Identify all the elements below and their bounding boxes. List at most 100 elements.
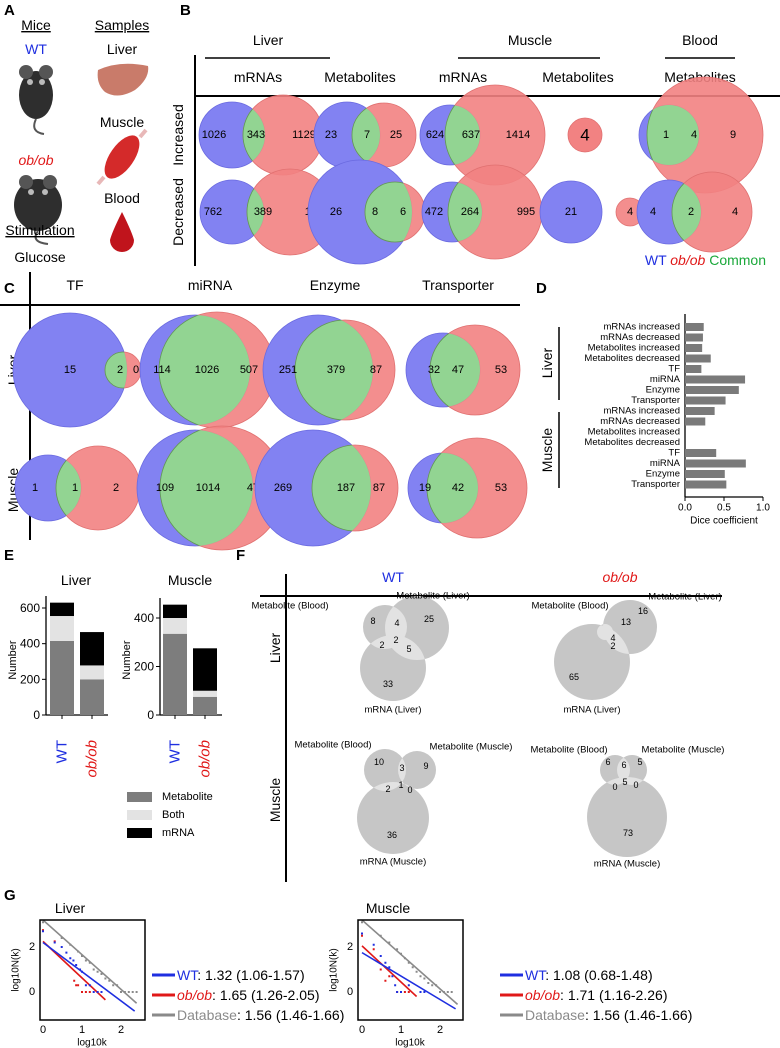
y-axis-label: Number xyxy=(7,640,19,679)
exponent-value: 1.65 xyxy=(220,987,247,1003)
data-point xyxy=(88,991,91,993)
panel-e-stacked-bars: Liver 0 200 400 600 Number WT ob/ob Muscle 0 200 40… xyxy=(7,572,222,839)
legend-swatch xyxy=(127,810,152,820)
set-label: mRNA (Liver) xyxy=(364,705,421,716)
venn-diagram: 23 7 25 xyxy=(313,101,417,169)
set-overlap xyxy=(385,635,426,660)
data-point xyxy=(391,975,394,978)
venn-diagram: 472 264 995 xyxy=(421,164,543,260)
mrna-circle xyxy=(357,782,429,854)
data-point xyxy=(77,984,80,987)
stimulation-heading: Stimulation xyxy=(5,222,74,238)
series-name: ob/ob xyxy=(525,987,560,1003)
venn-count: 379 xyxy=(327,364,345,376)
plot-frame xyxy=(39,919,146,1021)
x-tick-label: WT xyxy=(167,740,184,763)
category-label: TF xyxy=(668,448,680,459)
fit-line xyxy=(42,920,138,1004)
venn-count: 2 xyxy=(117,364,123,376)
legend-label: Metabolite xyxy=(162,791,213,803)
venn-count: 762 xyxy=(204,206,222,218)
series-name: Database xyxy=(177,1007,237,1023)
degree-plot-muscle: Muscle 0 1 2 0 2 log10k log10N(k) WT: 1.08 (0.68… xyxy=(329,900,693,1048)
panel-letter-f: F xyxy=(236,547,245,564)
venn-diagram: 1 1 2 xyxy=(14,445,141,531)
data-point xyxy=(450,991,453,993)
data-point xyxy=(400,991,402,993)
separator: : xyxy=(237,1007,245,1023)
venn-count: 995 xyxy=(517,206,535,218)
sample-blood-label: Blood xyxy=(104,190,140,206)
stacked-bar-segment-mrna xyxy=(163,604,187,618)
exponent-value: 1.32 xyxy=(205,967,232,983)
paren-close: ) xyxy=(300,967,305,983)
venn-count: 4 xyxy=(627,206,633,218)
venn-count: 109 xyxy=(156,482,174,494)
series-name: Database xyxy=(525,1007,585,1023)
data-point xyxy=(427,982,430,984)
dice-bar xyxy=(685,459,746,468)
dice-bar xyxy=(685,470,725,478)
common-intersection xyxy=(159,430,253,546)
venn-diagram: 269 187 87 xyxy=(254,429,399,547)
panel-b: Liver Muscle Blood mRNAs Metabolites mRN… xyxy=(170,32,780,268)
data-point xyxy=(388,941,391,944)
panel-a: Mice WT ob/ob Stimulation Glucose Sample… xyxy=(5,17,149,265)
venn-count: 42 xyxy=(452,482,464,494)
data-point xyxy=(135,991,138,993)
venn-count: 507 xyxy=(240,364,258,376)
dice-bar xyxy=(685,375,746,384)
category-label: TF xyxy=(668,364,680,375)
series-name: ob/ob xyxy=(177,987,212,1003)
set-label: Metabolite (Liver) xyxy=(396,591,469,602)
dice-bar xyxy=(685,449,717,457)
mrna-circle xyxy=(587,777,667,857)
column-mirna: miRNA xyxy=(188,277,233,293)
venn-count: 4 xyxy=(394,618,399,628)
panel-letter-a: A xyxy=(4,2,15,19)
category-label: Enzyme xyxy=(646,469,680,480)
set-label: Metabolite (Blood) xyxy=(251,601,328,612)
legend-text: ob/ob: 1.65 (1.26-2.05) xyxy=(177,987,319,1003)
venn-diagram: 4 xyxy=(567,117,603,153)
series-name: WT xyxy=(177,967,199,983)
venn-count: 53 xyxy=(495,482,507,494)
y-tick-label: 600 xyxy=(20,601,40,615)
mice-heading: Mice xyxy=(21,17,51,33)
venn-count: 472 xyxy=(425,206,443,218)
set-overlap xyxy=(603,624,630,654)
paren-open: ( xyxy=(247,987,256,1003)
paren-open: ( xyxy=(620,1007,629,1023)
sample-muscle-label: Muscle xyxy=(100,114,145,130)
data-point xyxy=(394,984,397,987)
separator: : xyxy=(197,967,205,983)
venn-count: 47 xyxy=(452,364,464,376)
panel-letter-b: B xyxy=(180,2,191,19)
x-axis-label: log10k xyxy=(77,1038,107,1048)
row-decreased: Decreased xyxy=(170,178,186,246)
dice-bar xyxy=(685,417,706,426)
stacked-bar-segment-both xyxy=(80,665,104,680)
venn-count: 4 xyxy=(732,206,738,218)
venn-count: 10 xyxy=(374,757,384,767)
venn-count: 16 xyxy=(638,606,648,616)
venn-count: 0 xyxy=(133,364,139,376)
set-label: mRNA (Muscle) xyxy=(594,859,661,870)
category-label: miRNA xyxy=(650,458,681,469)
data-point xyxy=(69,957,72,960)
chart-title: Liver xyxy=(61,572,92,588)
y-tick-label: 200 xyxy=(134,660,154,674)
panel-letter-e: E xyxy=(4,547,14,564)
venn-count: 9 xyxy=(423,761,428,771)
legend-text: WT: 1.32 (1.06-1.57) xyxy=(177,967,305,983)
data-point xyxy=(384,979,387,982)
data-point xyxy=(396,991,399,993)
data-point xyxy=(361,932,363,935)
venn-count: 87 xyxy=(373,482,385,494)
stacked-bar-segment-both xyxy=(193,690,217,697)
venn-count: 251 xyxy=(279,364,297,376)
gray-venn-diagram: 16 13 42 65 Metabolite (Blood) Metabolite (Li… xyxy=(531,592,721,716)
set-label: Metabolite (Liver) xyxy=(648,592,721,603)
